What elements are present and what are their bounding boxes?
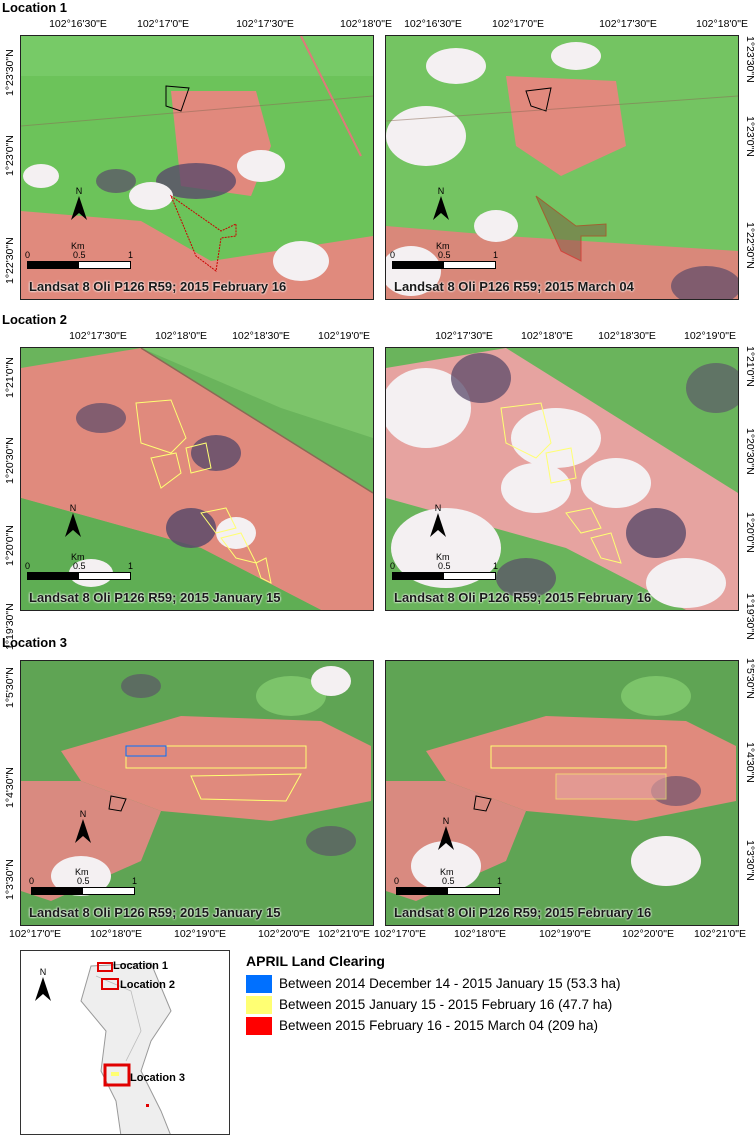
x-tick: 102°17'0"E	[374, 928, 426, 940]
map-panel-location3-jan15[interactable]: N Km 0 0.5 1 Landsat 8 Oli P126 R59; 201…	[20, 660, 374, 926]
satellite-image	[386, 36, 738, 299]
legend-swatch	[246, 996, 272, 1014]
x-tick: 102°18'0"E	[155, 330, 207, 342]
map-panel-location2-jan15[interactable]: N Km 0 0.5 1 Landsat 8 Oli P126 R59; 201…	[20, 347, 374, 611]
north-arrow-icon: N	[73, 809, 93, 843]
legend-swatch	[246, 975, 272, 993]
x-tick: 102°21'0"E	[318, 928, 370, 940]
x-tick: 102°17'30"E	[599, 18, 657, 30]
satellite-image	[21, 661, 373, 925]
y-tick: 1°23'0"N	[744, 116, 756, 157]
map-panel-location3-feb16[interactable]: N Km 0 0.5 1 Landsat 8 Oli P126 R59; 201…	[385, 660, 739, 926]
north-arrow-icon: N	[63, 503, 83, 537]
x-tick: 102°17'30"E	[236, 18, 294, 30]
location-1-title: Location 1	[2, 0, 68, 15]
y-tick: 1°20'0"N	[4, 525, 16, 566]
y-tick: 1°20'30"N	[744, 428, 756, 475]
y-tick: 1°23'30"N	[744, 36, 756, 83]
y-tick: 1°19'30"N	[744, 593, 756, 640]
scale-bar: Km 0 0.5 1	[25, 550, 133, 580]
satellite-image	[21, 348, 373, 610]
legend-label: Between 2015 January 15 - 2015 February …	[279, 997, 613, 1012]
map-caption: Landsat 8 Oli P126 R59; 2015 February 16	[29, 279, 287, 294]
x-tick: 102°18'30"E	[598, 330, 656, 342]
x-tick: 102°17'0"E	[137, 18, 189, 30]
x-tick: 102°19'0"E	[174, 928, 226, 940]
y-tick: 1°3'30"N	[4, 859, 16, 900]
map-panel-location1-feb16[interactable]: N Km 0 0.5 1 Landsat 8 Oli P126 R59; 201…	[20, 35, 374, 300]
y-tick: 1°20'0"N	[744, 512, 756, 553]
y-tick: 1°22'30"N	[4, 237, 16, 284]
scale-bar: Km 0 0.5 1	[29, 865, 137, 895]
map-caption: Landsat 8 Oli P126 R59; 2015 January 15	[29, 905, 281, 920]
x-tick: 102°18'0"E	[340, 18, 392, 30]
map-caption: Landsat 8 Oli P126 R59; 2015 March 04	[394, 279, 634, 294]
map-caption: Landsat 8 Oli P126 R59; 2015 February 16	[394, 905, 652, 920]
x-tick: 102°20'0"E	[622, 928, 674, 940]
y-tick: 1°4'30"N	[744, 742, 756, 783]
x-tick: 102°16'30"E	[49, 18, 107, 30]
x-tick: 102°17'30"E	[435, 330, 493, 342]
north-arrow-icon: N	[431, 186, 451, 220]
x-tick: 102°17'0"E	[9, 928, 61, 940]
overview-map[interactable]: N Location 1 Location 2 Location 3	[20, 950, 230, 1135]
x-tick: 102°18'30"E	[232, 330, 290, 342]
y-tick: 1°21'0"N	[744, 346, 756, 387]
legend-swatch	[246, 1017, 272, 1035]
legend-label: Between 2014 December 14 - 2015 January …	[279, 976, 621, 991]
x-tick: 102°18'0"E	[521, 330, 573, 342]
map-caption: Landsat 8 Oli P126 R59; 2015 February 16	[394, 590, 652, 605]
x-tick: 102°17'0"E	[492, 18, 544, 30]
x-tick: 102°18'0"E	[454, 928, 506, 940]
y-tick: 1°22'30"N	[744, 222, 756, 269]
y-tick: 1°5'30"N	[4, 667, 16, 708]
scale-bar: Km 0 0.5 1	[394, 865, 502, 895]
satellite-image	[21, 36, 373, 299]
y-tick: 1°3'30"N	[744, 840, 756, 881]
north-arrow-icon: N	[428, 503, 448, 537]
x-tick: 102°21'0"E	[694, 928, 746, 940]
map-panel-location1-mar04[interactable]: N Km 0 0.5 1 Landsat 8 Oli P126 R59; 201…	[385, 35, 739, 300]
overview-label: Location 2	[120, 979, 176, 991]
satellite-image	[386, 348, 738, 610]
y-tick: 1°4'30"N	[4, 767, 16, 808]
x-tick: 102°19'0"E	[318, 330, 370, 342]
x-tick: 102°17'30"E	[69, 330, 127, 342]
scale-bar: Km 0 0.5 1	[390, 550, 498, 580]
satellite-image	[386, 661, 738, 925]
y-tick: 1°23'0"N	[4, 135, 16, 176]
location-3-title: Location 3	[2, 635, 68, 650]
north-arrow-icon: N	[69, 186, 89, 220]
y-tick: 1°23'30"N	[4, 49, 16, 96]
overview-shape	[80, 962, 172, 1134]
x-tick: 102°18'0"E	[696, 18, 748, 30]
x-tick: 102°18'0"E	[90, 928, 142, 940]
y-tick: 1°19'30"N	[4, 603, 16, 650]
x-tick: 102°19'0"E	[684, 330, 736, 342]
x-tick: 102°16'30"E	[404, 18, 462, 30]
overview-label: Location 3	[130, 1072, 186, 1084]
x-tick: 102°19'0"E	[539, 928, 591, 940]
location-2-title: Location 2	[2, 312, 68, 327]
x-tick: 102°20'0"E	[258, 928, 310, 940]
north-arrow-icon: N	[33, 967, 53, 1001]
legend-label: Between 2015 February 16 - 2015 March 04…	[279, 1018, 598, 1033]
y-tick: 1°5'30"N	[744, 658, 756, 699]
map-caption: Landsat 8 Oli P126 R59; 2015 January 15	[29, 590, 281, 605]
map-panel-location2-feb16[interactable]: N Km 0 0.5 1 Landsat 8 Oli P126 R59; 201…	[385, 347, 739, 611]
y-tick: 1°20'30"N	[4, 437, 16, 484]
y-tick: 1°21'0"N	[4, 357, 16, 398]
north-arrow-icon: N	[436, 816, 456, 850]
legend-title: APRIL Land Clearing	[246, 953, 385, 969]
scale-bar: Km 0 0.5 1	[390, 239, 498, 269]
scale-bar: Km 0 0.5 1	[25, 239, 133, 269]
overview-label: Location 1	[113, 960, 169, 972]
